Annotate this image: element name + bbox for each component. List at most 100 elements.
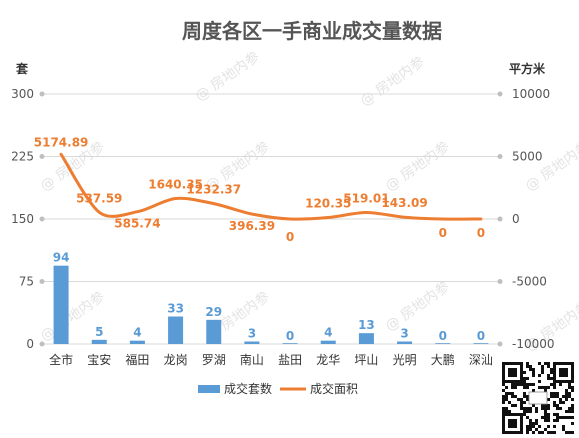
- qr-module: [571, 380, 574, 383]
- x-axis-tick: 罗湖: [202, 352, 226, 367]
- qr-module: [529, 368, 532, 371]
- qr-module: [553, 386, 556, 389]
- qr-module: [505, 380, 508, 383]
- qr-module: [511, 362, 514, 365]
- qr-module: [571, 407, 574, 410]
- bar-data-label: 94: [53, 251, 70, 265]
- qr-module: [556, 380, 559, 383]
- qr-module: [502, 374, 505, 377]
- qr-module: [556, 395, 559, 398]
- qr-module: [529, 410, 532, 413]
- qr-module: [514, 413, 517, 416]
- qr-module: [520, 419, 523, 422]
- line-data-label: 0: [439, 226, 447, 240]
- bar: [168, 316, 184, 344]
- qr-module: [523, 401, 526, 404]
- qr-module: [508, 413, 511, 416]
- qr-module: [502, 416, 505, 419]
- qr-module: [523, 395, 526, 398]
- qr-module: [514, 371, 517, 374]
- qr-module: [508, 392, 511, 395]
- gridline-marker-right: [497, 91, 503, 97]
- bar-data-label: 0: [286, 329, 294, 343]
- bar: [473, 343, 489, 344]
- qr-module: [532, 422, 535, 425]
- qr-module: [520, 377, 523, 380]
- watermark-text: @ 房地内参: [522, 138, 579, 195]
- qr-module: [514, 386, 517, 389]
- qr-module: [517, 383, 520, 386]
- qr-module: [535, 407, 538, 410]
- qr-module: [565, 380, 568, 383]
- right-axis-tick: -5000: [512, 275, 547, 289]
- qr-module: [502, 410, 505, 413]
- qr-module: [517, 431, 520, 434]
- qr-module: [559, 371, 562, 374]
- qr-module: [502, 362, 505, 365]
- qr-module: [562, 371, 565, 374]
- qr-module: [571, 410, 574, 413]
- qr-module: [526, 428, 529, 431]
- qr-module: [553, 362, 556, 365]
- qr-module: [541, 431, 544, 434]
- line-data-label: 0: [477, 226, 485, 240]
- qr-module: [526, 362, 529, 365]
- qr-module: [571, 377, 574, 380]
- watermark-text: @ 房地内参: [382, 138, 453, 195]
- qr-module: [556, 416, 559, 419]
- qr-module: [520, 425, 523, 428]
- qr-logo: [528, 391, 548, 405]
- qr-module: [550, 377, 553, 380]
- qr-module: [571, 362, 574, 365]
- qr-module: [514, 395, 517, 398]
- bar-data-labels: 94 5 4 33 29 3 0 4 13 3 0 0: [53, 251, 485, 343]
- qr-module: [523, 383, 526, 386]
- x-axis-tick: 光明: [393, 353, 417, 367]
- qr-module: [544, 362, 547, 365]
- qr-module: [529, 365, 532, 368]
- qr-module: [550, 383, 553, 386]
- qr-module: [505, 407, 508, 410]
- qr-module: [562, 362, 565, 365]
- qr-module: [568, 362, 571, 365]
- qr-module: [553, 425, 556, 428]
- line-data-label: 396.39: [229, 219, 275, 233]
- qr-module: [538, 425, 541, 428]
- bar: [129, 340, 145, 344]
- qr-module: [571, 416, 574, 419]
- qr-module: [520, 431, 523, 434]
- bar-data-label: 3: [400, 327, 408, 341]
- qr-module: [538, 374, 541, 377]
- bar-data-label: 4: [133, 326, 141, 340]
- legend-bar-swatch: [198, 385, 220, 393]
- qr-module: [547, 377, 550, 380]
- qr-module: [520, 365, 523, 368]
- qr-module: [523, 392, 526, 395]
- qr-module: [571, 386, 574, 389]
- x-axis-tick: 坪山: [354, 353, 378, 367]
- qr-module: [508, 410, 511, 413]
- qr-module: [568, 416, 571, 419]
- left-axis-tick: 300: [11, 87, 34, 101]
- qr-module: [532, 368, 535, 371]
- qr-module: [553, 377, 556, 380]
- qr-module: [511, 404, 514, 407]
- qr-module: [550, 395, 553, 398]
- qr-module: [535, 428, 538, 431]
- watermark-text: @ 房地内参: [192, 48, 263, 105]
- qr-module: [550, 431, 553, 434]
- x-axis-tick: 龙岗: [164, 353, 188, 367]
- bar-data-label: 13: [358, 318, 375, 332]
- gridline-marker-right: [497, 279, 503, 284]
- qr-module: [502, 389, 505, 392]
- qr-module: [529, 422, 532, 425]
- qr-module: [571, 368, 574, 371]
- qr-module: [547, 386, 550, 389]
- qr-module: [562, 368, 565, 371]
- left-axis-ticks: 0 75 150 225 300: [11, 87, 34, 351]
- qr-module: [562, 401, 565, 404]
- bar: [206, 319, 222, 344]
- qr-module: [553, 374, 556, 377]
- qr-module: [559, 374, 562, 377]
- qr-module: [547, 413, 550, 416]
